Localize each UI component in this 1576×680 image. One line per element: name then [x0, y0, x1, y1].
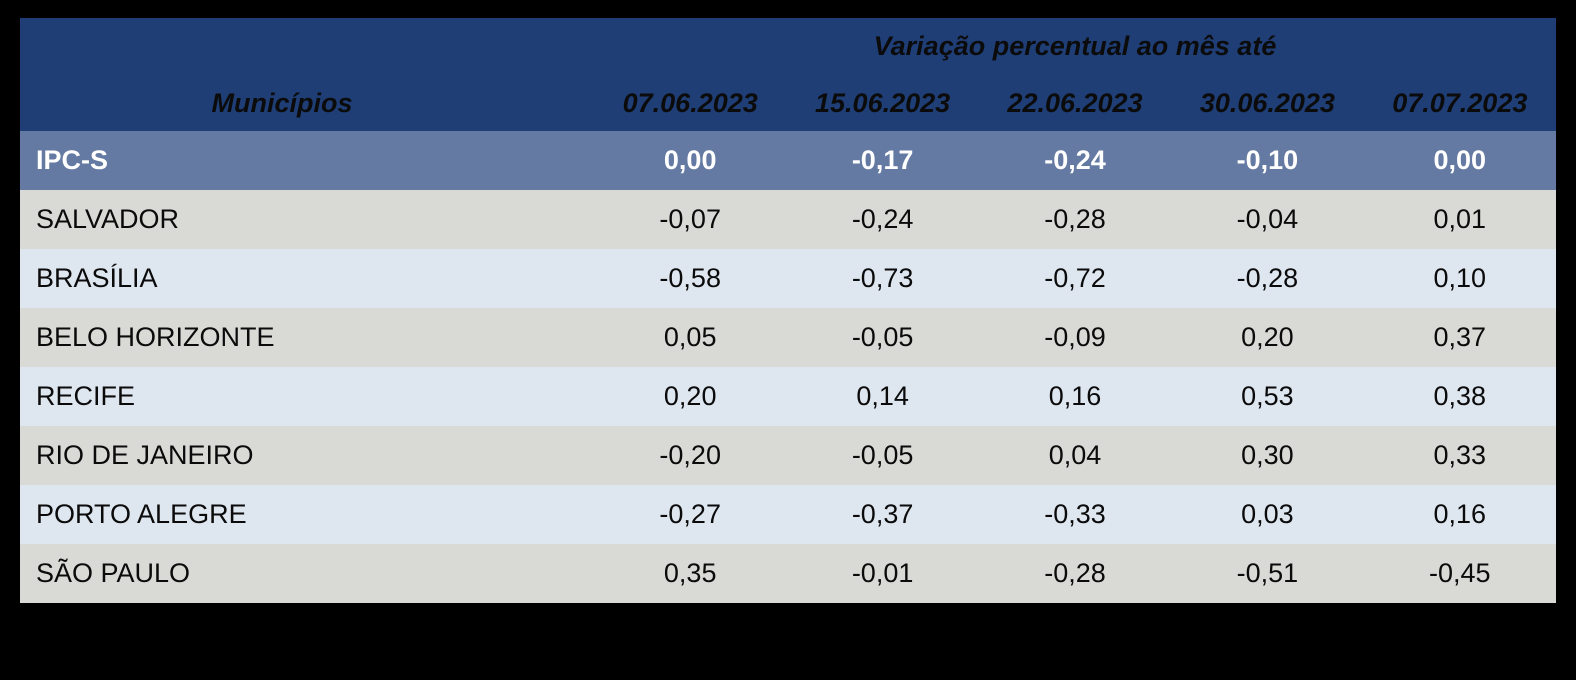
row-label: BRASÍLIA: [36, 263, 158, 293]
cell-value: 0,16: [1433, 499, 1487, 529]
table-row: RECIFE 0,20 0,14 0,16 0,53 0,38: [20, 367, 1556, 426]
table-row-ipcs: IPC-S 0,00 -0,17 -0,24 -0,10 0,00: [20, 131, 1556, 190]
cell-value: 0,20: [1241, 322, 1294, 352]
column-header-date-3: 22.06.2023: [1007, 87, 1143, 118]
table-row: SALVADOR -0,07 -0,24 -0,28 -0,04 0,01: [20, 190, 1556, 249]
cell-value: 0,14: [856, 381, 909, 411]
cell-value: -0,10: [1236, 145, 1299, 175]
cell-value: -0,45: [1429, 558, 1491, 588]
cell-value: 0,00: [1433, 145, 1487, 175]
cell-value: -0,01: [851, 558, 914, 588]
cell-value: -0,58: [659, 263, 721, 293]
row-label: SÃO PAULO: [36, 558, 191, 588]
ipcs-table: Variação percentual ao mês até Município…: [20, 18, 1556, 603]
table-row: BRASÍLIA -0,58 -0,73 -0,72 -0,28 0,10: [20, 249, 1556, 308]
column-header-municipios: Municípios: [211, 87, 353, 118]
cell-value: 0,10: [1433, 263, 1487, 293]
column-header-date-5: 07.07.2023: [1392, 87, 1528, 118]
cell-value: -0,09: [1044, 322, 1106, 352]
cell-value: 0,37: [1433, 322, 1487, 352]
cell-value: -0,07: [659, 204, 721, 234]
cell-value: -0,05: [851, 440, 914, 470]
cell-value: -0,24: [1044, 145, 1106, 175]
cell-value: -0,17: [851, 145, 914, 175]
cell-value: -0,51: [1236, 558, 1299, 588]
cell-value: 0,01: [1433, 204, 1487, 234]
table-row: PORTO ALEGRE -0,27 -0,37 -0,33 0,03 0,16: [20, 485, 1556, 544]
cell-value: -0,24: [851, 204, 914, 234]
cell-value: 0,05: [663, 322, 717, 352]
cell-value: 0,38: [1433, 381, 1487, 411]
table-row: BELO HORIZONTE 0,05 -0,05 -0,09 0,20 0,3…: [20, 308, 1556, 367]
cell-value: -0,04: [1236, 204, 1299, 234]
cell-value: -0,28: [1044, 558, 1106, 588]
table-header-title-row: Variação percentual ao mês até: [20, 18, 1556, 75]
cell-value: -0,72: [1044, 263, 1106, 293]
cell-value: 0,03: [1241, 499, 1294, 529]
cell-value: -0,05: [851, 322, 914, 352]
row-label: IPC-S: [36, 145, 109, 175]
cell-value: -0,28: [1236, 263, 1299, 293]
cell-value: 0,20: [663, 381, 717, 411]
row-label: RECIFE: [36, 381, 136, 411]
cell-value: -0,28: [1044, 204, 1106, 234]
cell-value: -0,27: [659, 499, 721, 529]
column-header-date-4: 30.06.2023: [1199, 87, 1335, 118]
cell-value: 0,30: [1241, 440, 1294, 470]
cell-value: 0,04: [1048, 440, 1102, 470]
cell-value: 0,33: [1433, 440, 1487, 470]
table-row: SÃO PAULO 0,35 -0,01 -0,28 -0,51 -0,45: [20, 544, 1556, 603]
row-label: PORTO ALEGRE: [36, 499, 247, 529]
row-label: BELO HORIZONTE: [36, 322, 275, 352]
table-header-columns-row: Municípios 07.06.2023 15.06.2023 22.06.2…: [20, 75, 1556, 131]
cell-value: -0,20: [659, 440, 721, 470]
cell-value: 0,16: [1048, 381, 1102, 411]
row-label: SALVADOR: [36, 204, 180, 234]
cell-value: -0,73: [851, 263, 914, 293]
table-row: RIO DE JANEIRO -0,20 -0,05 0,04 0,30 0,3…: [20, 426, 1556, 485]
table-title: Variação percentual ao mês até: [873, 31, 1277, 61]
cell-value: 0,53: [1241, 381, 1294, 411]
cell-value: -0,33: [1044, 499, 1106, 529]
cell-value: 0,35: [663, 558, 717, 588]
column-header-date-2: 15.06.2023: [815, 87, 951, 118]
cell-value: 0,00: [663, 145, 717, 175]
column-header-date-1: 07.06.2023: [622, 87, 758, 118]
row-label: RIO DE JANEIRO: [36, 440, 254, 470]
cell-value: -0,37: [851, 499, 914, 529]
